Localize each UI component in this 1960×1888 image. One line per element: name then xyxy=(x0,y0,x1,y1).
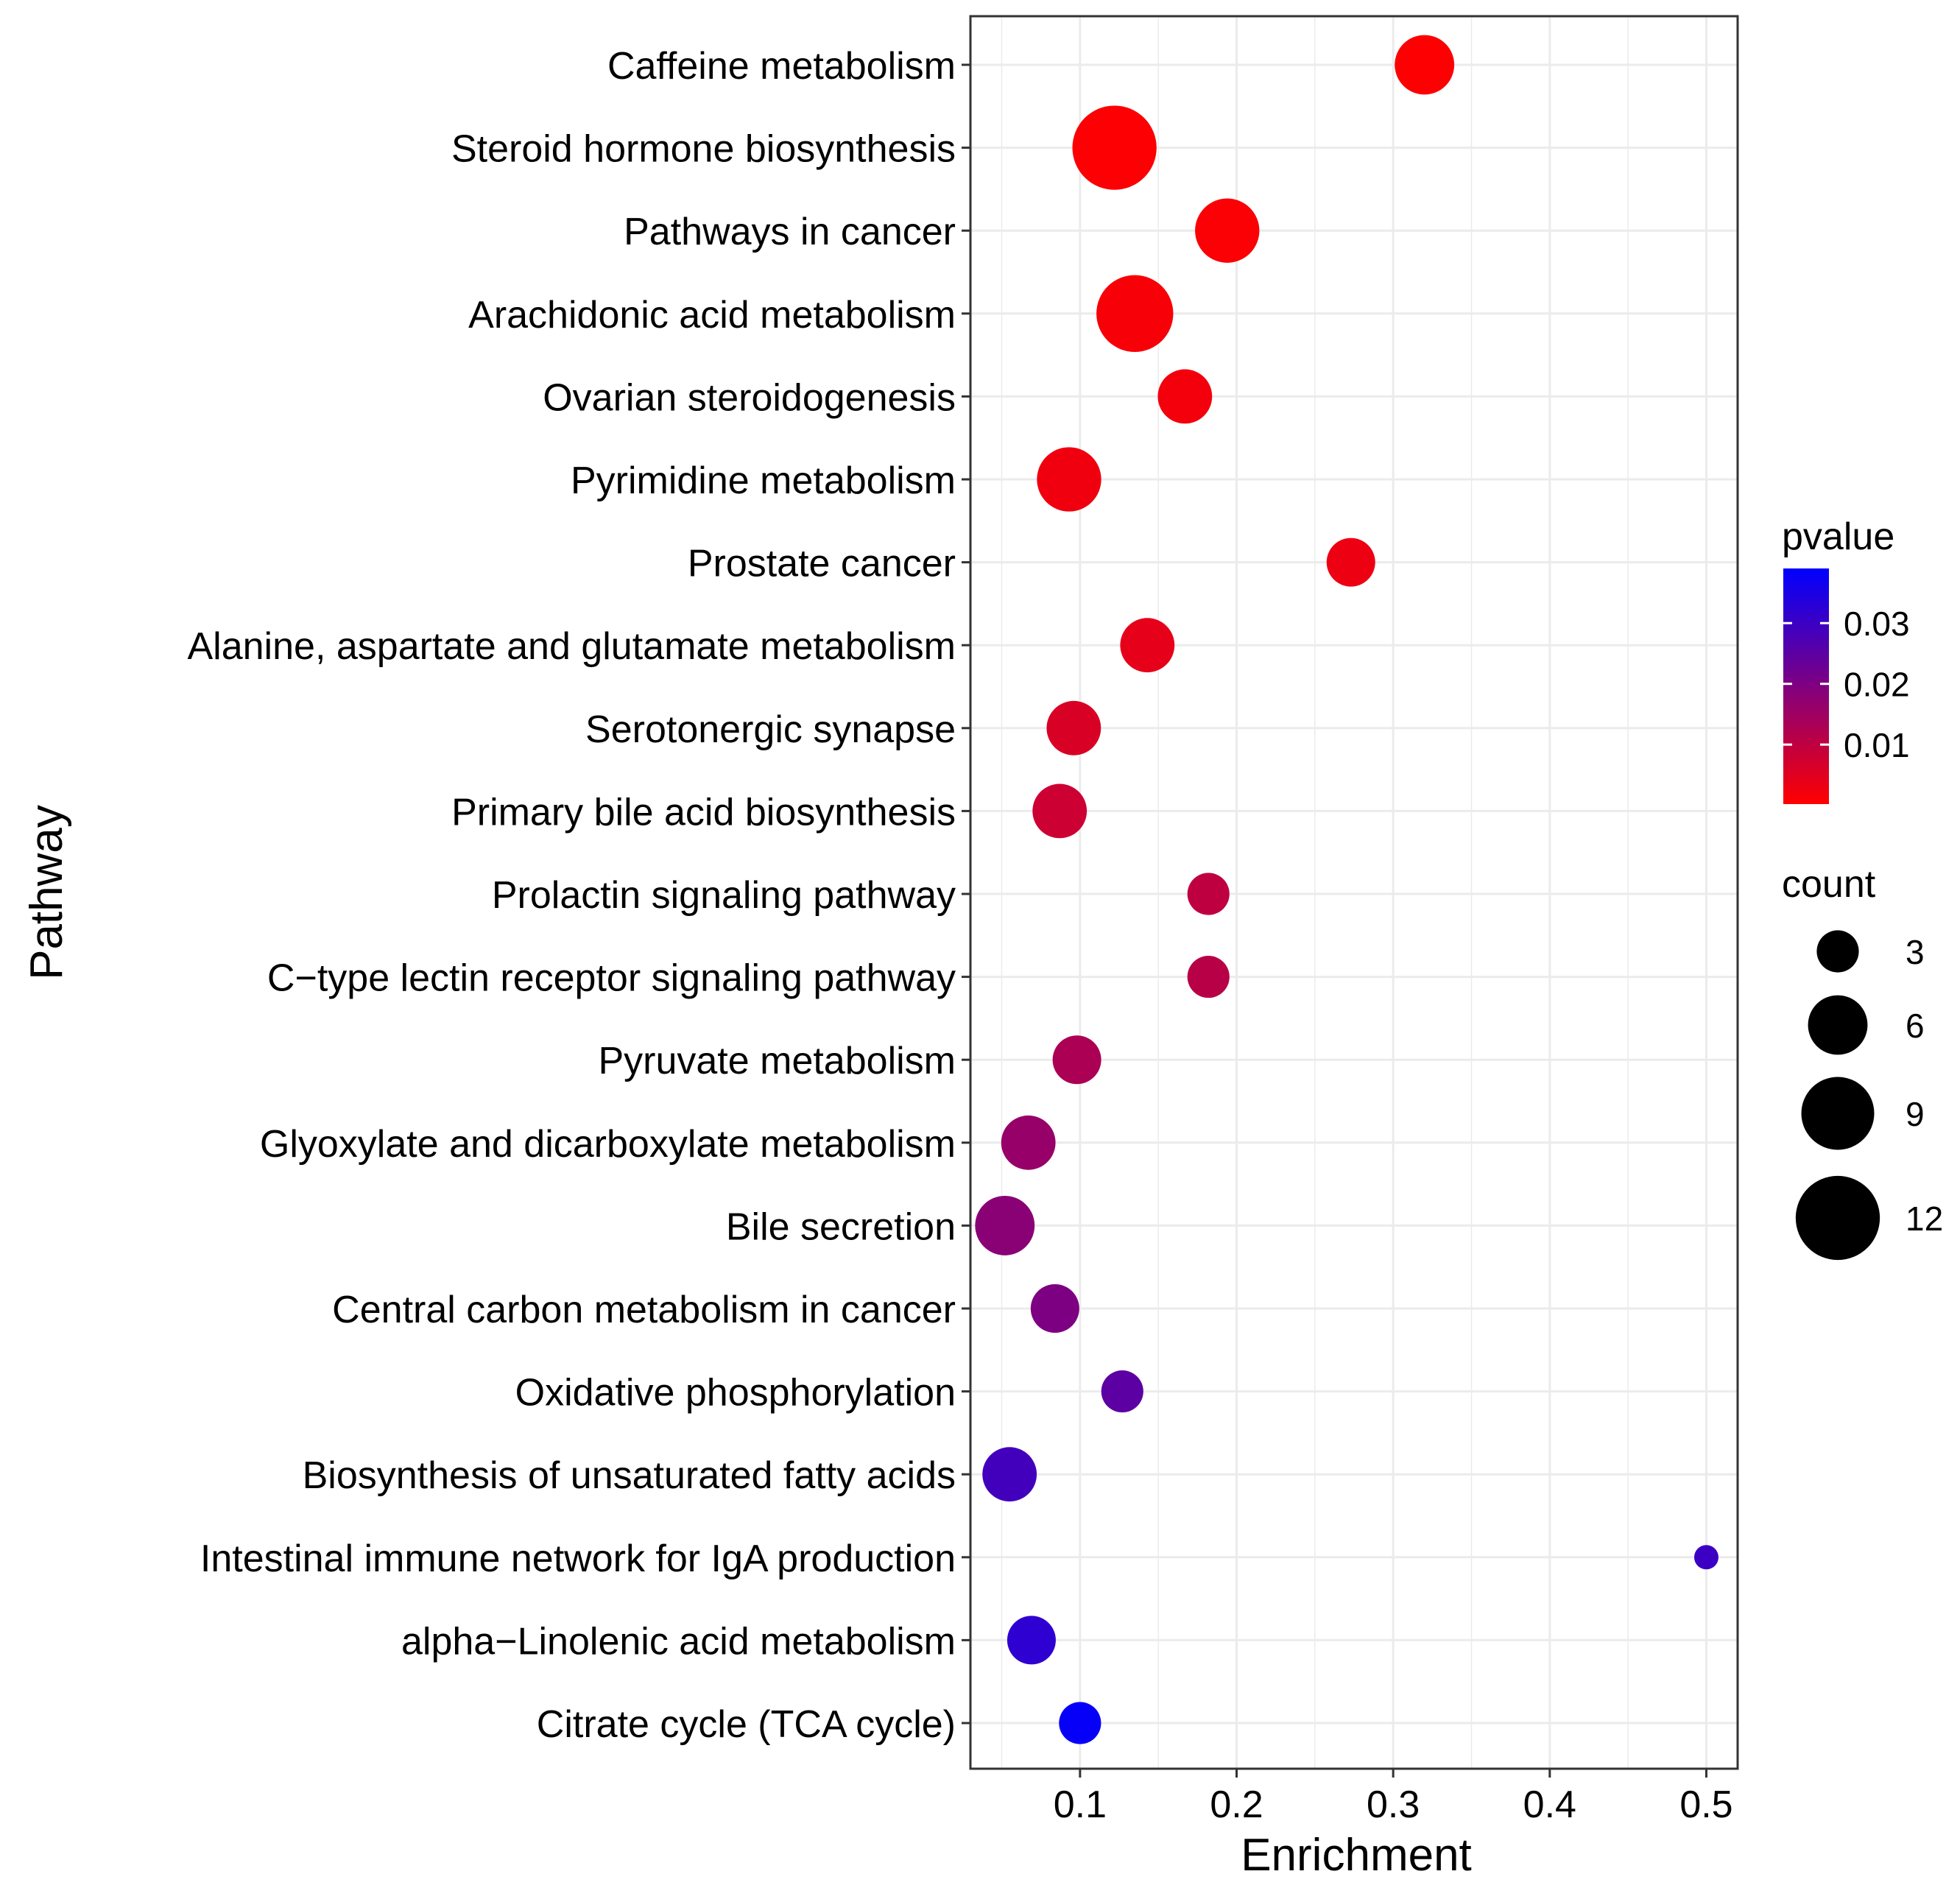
x-tick-label: 0.3 xyxy=(1367,1783,1420,1826)
y-tick-label: Intestinal immune network for IgA produc… xyxy=(200,1537,956,1580)
y-tick-label: Prostate cancer xyxy=(688,543,956,585)
count-legend-key xyxy=(1816,930,1859,973)
count-legend-key xyxy=(1801,1077,1875,1150)
data-point xyxy=(1395,35,1455,95)
x-tick-label: 0.4 xyxy=(1523,1783,1576,1826)
x-axis-labels: 0.1 0.2 0.3 0.4 0.5 xyxy=(1054,1769,1733,1826)
y-tick-label: Arachidonic acid metabolism xyxy=(468,294,956,337)
panel-background xyxy=(970,16,1738,1769)
y-tick-label: Citrate cycle (TCA cycle) xyxy=(537,1703,956,1746)
data-point xyxy=(1030,1284,1079,1333)
count-legend-label: 3 xyxy=(1906,933,1925,971)
data-point xyxy=(1096,275,1174,352)
y-tick-label: Steroid hormone biosynthesis xyxy=(451,128,956,171)
data-point xyxy=(1693,1545,1718,1570)
data-point xyxy=(1037,447,1101,512)
y-tick-label: alpha−Linolenic acid metabolism xyxy=(401,1620,956,1663)
data-points xyxy=(975,35,1718,1744)
data-point xyxy=(1046,700,1101,755)
data-point xyxy=(1072,105,1157,190)
pvalue-colorbar xyxy=(1783,568,1829,804)
data-point xyxy=(1007,1616,1056,1665)
y-tick-label: Glyoxylate and dicarboxylate metabolism xyxy=(260,1123,956,1166)
grid-layer xyxy=(970,16,1738,1769)
data-point xyxy=(1187,956,1230,998)
x-tick-label: 0.2 xyxy=(1210,1783,1263,1826)
y-tick-label: Pyrimidine metabolism xyxy=(571,459,956,502)
count-legend-key xyxy=(1795,1175,1880,1261)
data-point xyxy=(1187,873,1230,915)
data-point xyxy=(1052,1035,1101,1085)
pvalue-legend: pvalue 0.01 0.02 0.03 xyxy=(1782,515,1910,804)
colorbar-tick-label: 0.02 xyxy=(1844,666,1910,704)
data-point xyxy=(1101,1370,1143,1413)
y-tick-label: Bile secretion xyxy=(726,1205,956,1248)
y-tick-label: Ovarian steroidogenesis xyxy=(543,376,956,419)
y-tick-label: Central carbon metabolism in cancer xyxy=(332,1289,956,1331)
y-tick-label: Pathways in cancer xyxy=(624,211,956,253)
y-tick-label: C−type lectin receptor signaling pathway xyxy=(267,957,956,1000)
pvalue-legend-title: pvalue xyxy=(1782,515,1894,558)
count-legend-label: 6 xyxy=(1906,1007,1925,1045)
data-point xyxy=(1001,1115,1056,1170)
count-legend: count 3 6 9 12 xyxy=(1782,863,1943,1261)
y-tick-label: Prolactin signaling pathway xyxy=(492,874,956,917)
colorbar-tick-label: 0.01 xyxy=(1844,726,1910,764)
count-legend-label: 12 xyxy=(1906,1200,1943,1238)
data-point xyxy=(1157,369,1213,424)
y-tick-label: Biosynthesis of unsaturated fatty acids xyxy=(303,1454,956,1497)
y-axis-labels: Caffeine metabolism Steroid hormone biosy… xyxy=(187,45,970,1746)
y-tick-label: Primary bile acid biosynthesis xyxy=(451,791,956,834)
count-legend-title: count xyxy=(1782,863,1876,906)
y-tick-label: Pyruvate metabolism xyxy=(598,1040,956,1082)
count-legend-key xyxy=(1808,995,1868,1055)
colorbar-tick-label: 0.03 xyxy=(1844,605,1910,643)
data-point xyxy=(1195,198,1260,263)
data-point xyxy=(1059,1702,1101,1744)
y-tick-label: Alanine, aspartate and glutamate metabol… xyxy=(187,625,956,668)
data-point xyxy=(975,1195,1035,1255)
data-point xyxy=(982,1447,1037,1502)
y-axis-title: Pathway xyxy=(21,805,72,980)
count-legend-label: 9 xyxy=(1906,1095,1925,1133)
y-tick-label: Oxidative phosphorylation xyxy=(515,1372,956,1415)
data-point xyxy=(1120,618,1175,673)
panel-border xyxy=(969,15,1739,1770)
x-axis-title: Enrichment xyxy=(1241,1830,1472,1881)
x-tick-label: 0.5 xyxy=(1679,1783,1732,1826)
x-tick-label: 0.1 xyxy=(1054,1783,1107,1826)
y-tick-label: Caffeine metabolism xyxy=(607,45,956,88)
data-point xyxy=(1326,538,1375,587)
data-point xyxy=(1032,783,1087,839)
y-tick-label: Serotonergic synapse xyxy=(585,708,956,751)
